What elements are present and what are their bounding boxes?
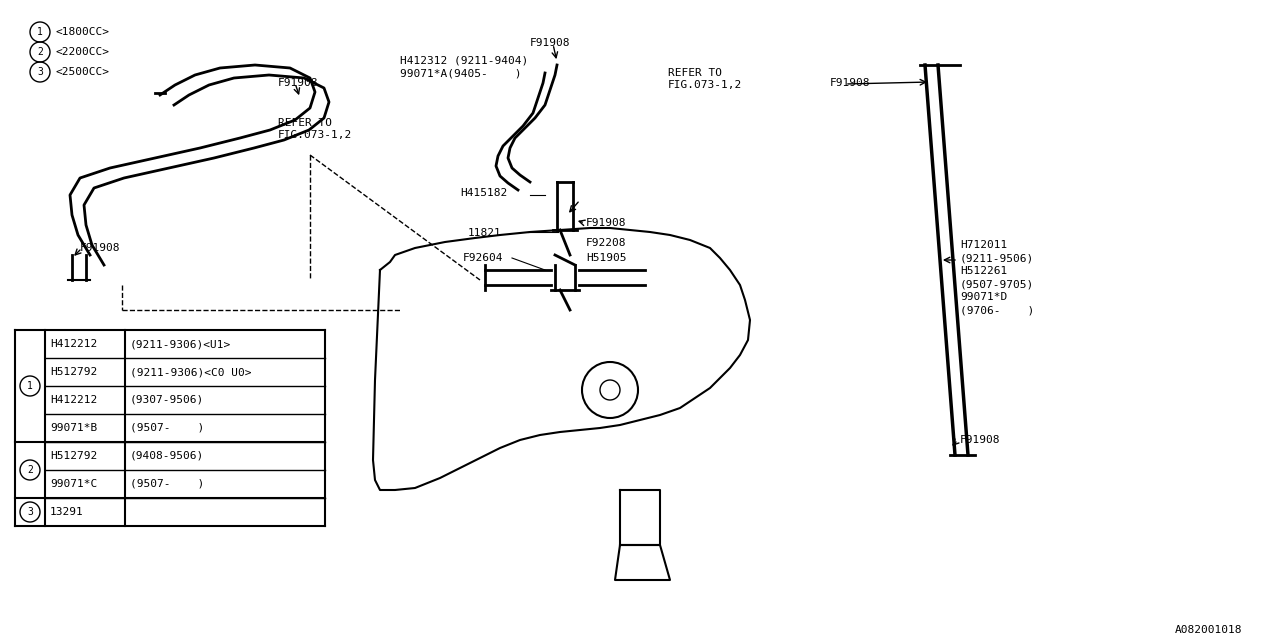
- Text: H512792: H512792: [50, 367, 97, 377]
- Text: REFER TO
FIG.073-1,2: REFER TO FIG.073-1,2: [668, 68, 742, 90]
- Text: H512261: H512261: [960, 266, 1007, 276]
- Text: (9507-9705): (9507-9705): [960, 279, 1034, 289]
- Text: F92208: F92208: [586, 238, 626, 248]
- Text: F91908: F91908: [586, 218, 626, 228]
- Text: <2200CC>: <2200CC>: [55, 47, 109, 57]
- Text: (9307-9506): (9307-9506): [131, 395, 205, 405]
- Text: 1: 1: [27, 381, 33, 391]
- Text: 1: 1: [37, 27, 44, 37]
- Text: 99071*A(9405-    ): 99071*A(9405- ): [401, 68, 521, 78]
- Text: 99071*C: 99071*C: [50, 479, 97, 489]
- Text: 2: 2: [37, 47, 44, 57]
- Text: (9507-    ): (9507- ): [131, 423, 205, 433]
- Text: H712011: H712011: [960, 240, 1007, 250]
- Text: H51905: H51905: [586, 253, 626, 263]
- Text: 11821: 11821: [468, 228, 502, 238]
- Text: 99071*D: 99071*D: [960, 292, 1007, 302]
- Text: F91908: F91908: [81, 243, 120, 253]
- Text: 99071*B: 99071*B: [50, 423, 97, 433]
- Text: (9706-    ): (9706- ): [960, 305, 1034, 315]
- Text: F91908: F91908: [960, 435, 1001, 445]
- Text: REFER TO
FIG.073-1,2: REFER TO FIG.073-1,2: [278, 118, 352, 140]
- Text: A082001018: A082001018: [1175, 625, 1243, 635]
- Text: 3: 3: [27, 507, 33, 517]
- Text: F92604: F92604: [463, 253, 503, 263]
- Text: F91908: F91908: [530, 38, 571, 48]
- Text: H412212: H412212: [50, 395, 97, 405]
- Text: H412212: H412212: [50, 339, 97, 349]
- Text: H512792: H512792: [50, 451, 97, 461]
- Text: H412312 (9211-9404): H412312 (9211-9404): [401, 55, 529, 65]
- Text: 2: 2: [27, 465, 33, 475]
- Text: (9211-9306)<C0 U0>: (9211-9306)<C0 U0>: [131, 367, 251, 377]
- Text: 3: 3: [37, 67, 44, 77]
- Text: <2500CC>: <2500CC>: [55, 67, 109, 77]
- Text: (9408-9506): (9408-9506): [131, 451, 205, 461]
- Text: H415182: H415182: [460, 188, 507, 198]
- Text: (9211-9306)<U1>: (9211-9306)<U1>: [131, 339, 232, 349]
- Text: (9507-    ): (9507- ): [131, 479, 205, 489]
- Text: F91908: F91908: [278, 78, 319, 88]
- Text: (9211-9506): (9211-9506): [960, 253, 1034, 263]
- Text: F91908: F91908: [829, 78, 870, 88]
- Text: <1800CC>: <1800CC>: [55, 27, 109, 37]
- Text: 13291: 13291: [50, 507, 83, 517]
